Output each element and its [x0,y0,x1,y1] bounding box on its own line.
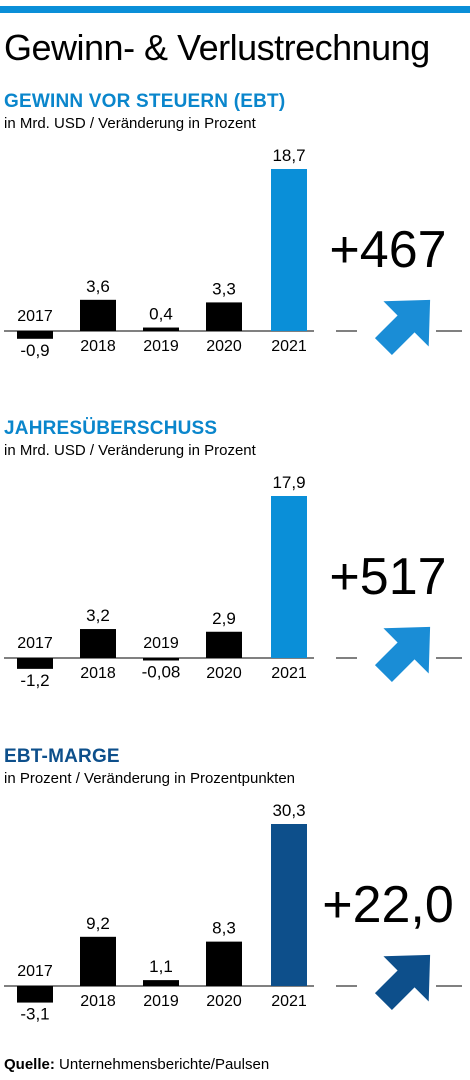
data-label-2017: -1,2 [20,671,49,690]
tick-label-2017: 2017 [17,963,53,980]
bar-2019 [143,980,179,986]
bar-2018 [80,299,116,331]
source-note: Quelle: Unternehmensberichte/Paulsen [4,1056,269,1073]
trend-up-arrow-icon [374,626,431,683]
tick-label-2021: 2021 [271,993,307,1010]
change-value: +22,0 [322,876,454,934]
tick-label-2018: 2018 [80,338,116,355]
chart-title: EBT-MARGE [4,746,120,767]
tick-label-2017: 2017 [17,308,53,325]
tick-label-2019: 2019 [143,635,179,652]
bar-2020 [206,941,242,986]
data-label-2021: 17,9 [272,473,305,492]
source-label: Quelle: [4,1056,55,1073]
tick-label-2018: 2018 [80,993,116,1010]
data-label-2018: 3,6 [86,277,110,296]
tick-label-2017: 2017 [17,635,53,652]
data-label-2021: 18,7 [272,146,305,165]
bar-2021 [271,824,307,986]
data-label-2018: 3,2 [86,606,110,625]
bar-2020 [206,631,242,658]
arrow-shape [374,299,431,356]
arrow-shape [374,954,431,1011]
bar-2017 [17,986,53,1003]
chart-subtitle: in Mrd. USD / Veränderung in Prozent [4,442,256,459]
chart-panel-ebt: GEWINN VOR STEUERN (EBT) in Mrd. USD / V… [0,91,470,381]
tick-label-2018: 2018 [80,665,116,682]
bar-2018 [80,936,116,986]
bar-2021 [271,169,307,331]
chart-svg: -0,9 2017 3,6 2018 0,4 2019 3,3 2020 18,7 2021 +46… [4,146,462,360]
tick-label-2019: 2019 [143,338,179,355]
change-value: +517 [329,548,446,606]
top-accent-bar [0,6,470,13]
data-label-2017: -3,1 [20,1005,49,1024]
bar-2021 [271,496,307,658]
tick-label-2019: 2019 [143,993,179,1010]
data-label-2020: 8,3 [212,919,236,938]
chart-panel-jahresueberschuss: JAHRESÜBERSCHUSS in Mrd. USD / Veränderu… [0,418,470,708]
bar-2017 [17,331,53,339]
chart-subtitle: in Mrd. USD / Veränderung in Prozent [4,115,256,132]
trend-up-arrow-icon [374,299,431,356]
chart-title: JAHRESÜBERSCHUSS [4,418,218,439]
data-label-2020: 2,9 [212,609,236,628]
data-label-2017: -0,9 [20,341,49,360]
arrow-shape [374,626,431,683]
trend-up-arrow-icon [374,954,431,1011]
data-label-2021: 30,3 [272,801,305,820]
chart-title: GEWINN VOR STEUERN (EBT) [4,91,286,112]
tick-label-2021: 2021 [271,338,307,355]
bar-2017 [17,658,53,669]
change-value: +467 [329,221,446,279]
page-title: Gewinn- & Verlustrechnung [4,27,430,68]
tick-label-2020: 2020 [206,665,242,682]
chart-svg: -3,1 2017 9,2 2018 1,1 2019 8,3 2020 30,3 2021 +22… [4,801,462,1024]
bar-2020 [206,302,242,331]
data-label-2020: 3,3 [212,279,236,298]
data-label-2019: 0,4 [149,305,173,324]
bar-2019 [143,327,179,331]
tick-label-2020: 2020 [206,993,242,1010]
bar-2018 [80,629,116,658]
source-text: Unternehmensberichte/Paulsen [59,1056,270,1073]
data-label-2019: 1,1 [149,957,173,976]
bar-2019 [143,658,179,661]
tick-label-2021: 2021 [271,665,307,682]
chart-subtitle: in Prozent / Veränderung in Prozentpunkt… [4,770,296,787]
tick-label-2020: 2020 [206,338,242,355]
data-label-2018: 9,2 [86,914,110,933]
chart-panel-ebt-marge: EBT-MARGE in Prozent / Veränderung in Pr… [0,746,470,1036]
data-label-2019: -0,08 [142,663,181,682]
chart-svg: -1,2 2017 3,2 2018 -0,08 2019 2,9 2020 17,9 2021 +… [4,473,462,690]
